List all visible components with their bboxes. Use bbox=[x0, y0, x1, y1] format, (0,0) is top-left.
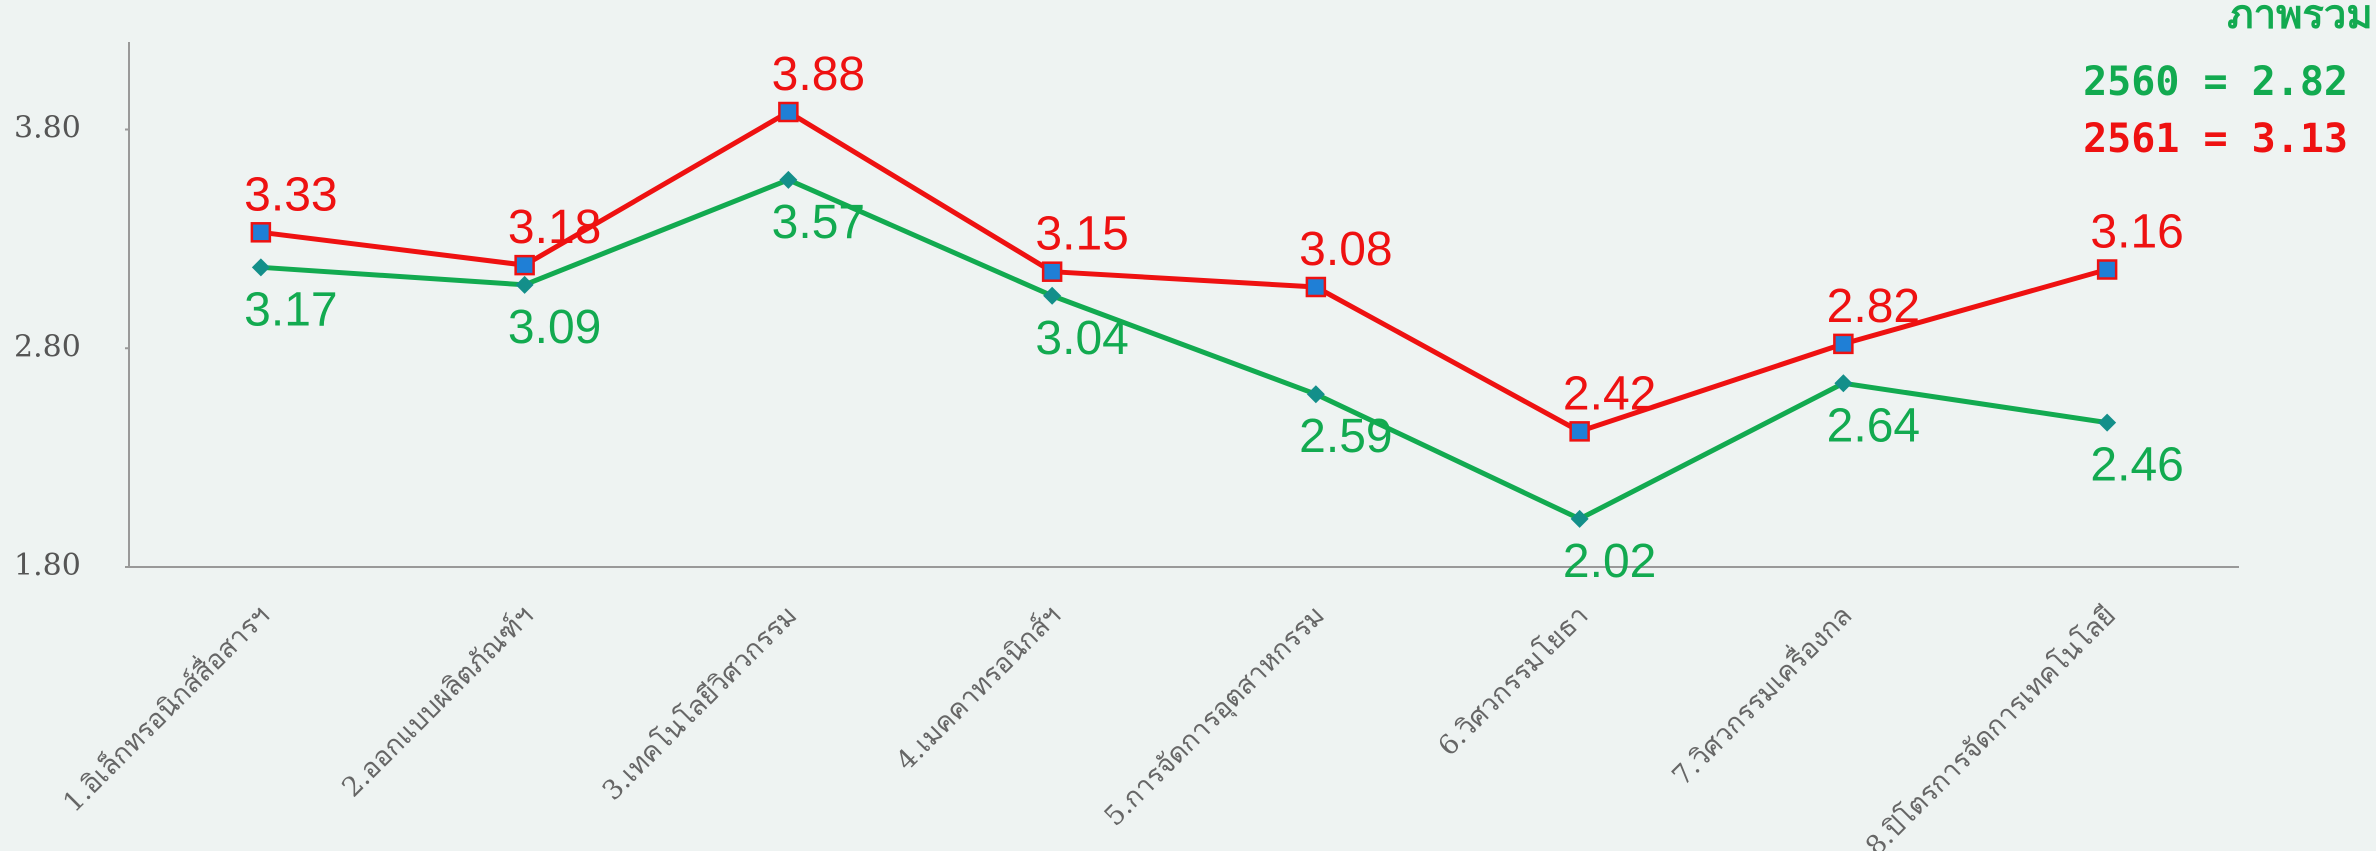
summary-title: ภาพรวม bbox=[2227, 0, 2373, 38]
data-label: 3.15 bbox=[1035, 208, 1128, 261]
data-label: 3.57 bbox=[772, 196, 865, 249]
marker bbox=[1041, 261, 1063, 282]
marker bbox=[1834, 374, 1853, 393]
y-tick-label: 3.80 bbox=[14, 111, 81, 146]
data-label: 2.59 bbox=[1299, 410, 1392, 463]
data-label: 3.17 bbox=[244, 283, 337, 336]
series-line bbox=[260, 177, 2108, 522]
marker bbox=[2098, 413, 2117, 432]
marker bbox=[779, 170, 798, 189]
marker bbox=[1043, 286, 1062, 305]
summary-line: 2561 = 3.13 bbox=[2083, 116, 2348, 162]
data-label: 3.04 bbox=[1035, 312, 1128, 365]
y-tick-label: 1.80 bbox=[14, 548, 81, 583]
data-label: 3.16 bbox=[2090, 206, 2183, 259]
data-label: 2.82 bbox=[1827, 280, 1920, 333]
marker bbox=[1569, 421, 1590, 442]
data-label: 3.18 bbox=[508, 201, 601, 254]
marker bbox=[250, 222, 272, 243]
marker bbox=[1305, 276, 1327, 298]
marker bbox=[778, 101, 799, 123]
series-line bbox=[260, 109, 2108, 434]
data-label: 2.46 bbox=[2090, 439, 2183, 492]
data-label: 3.09 bbox=[508, 301, 601, 354]
marker bbox=[1570, 509, 1589, 528]
marker bbox=[514, 254, 535, 276]
marker bbox=[2096, 259, 2118, 280]
marker bbox=[1833, 333, 1854, 355]
data-label: 3.08 bbox=[1299, 223, 1392, 276]
data-label: 3.33 bbox=[244, 168, 337, 221]
data-label: 2.64 bbox=[1827, 399, 1920, 452]
marker bbox=[515, 275, 534, 294]
data-label: 3.88 bbox=[772, 48, 865, 101]
data-label: 2.42 bbox=[1563, 367, 1656, 420]
summary-line: 2560 = 2.82 bbox=[2083, 59, 2348, 105]
marker bbox=[1306, 385, 1325, 404]
data-label: 2.02 bbox=[1563, 535, 1656, 588]
y-tick-label: 2.80 bbox=[14, 329, 81, 364]
marker bbox=[251, 258, 270, 277]
